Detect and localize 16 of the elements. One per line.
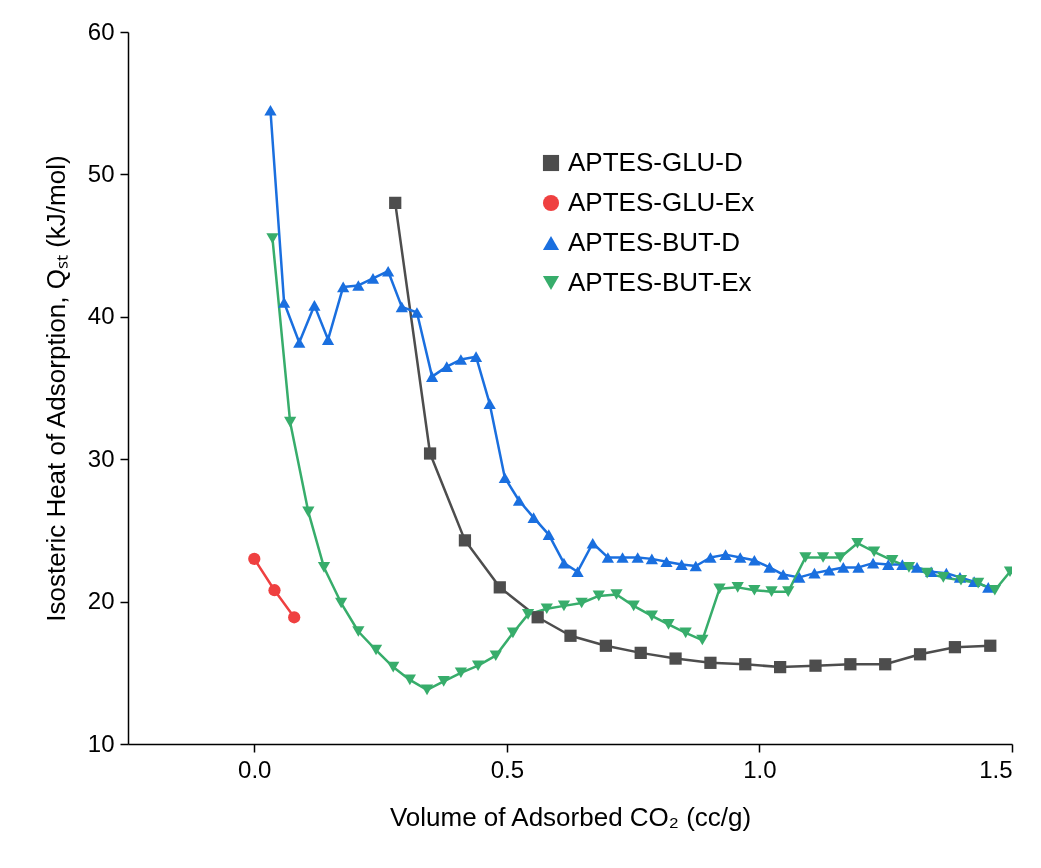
y-tick-label: 40 — [87, 302, 115, 330]
legend-label: APTES-GLU-Ex — [568, 187, 755, 217]
x-tick-label: 1.0 — [743, 755, 777, 783]
x-axis-title: Volume of Adsorbed CO₂ (cc/g) — [389, 801, 752, 832]
x-tick-label: 0.5 — [490, 755, 525, 783]
y-tick-label: 20 — [87, 587, 115, 615]
y-tick-label: 10 — [87, 729, 115, 757]
legend-label: APTES-GLU-D — [568, 147, 743, 177]
legend-label: APTES-BUT-D — [568, 227, 740, 257]
x-tick-label: 1.5 — [979, 755, 1013, 783]
y-tick-label: 50 — [87, 159, 115, 187]
y-tick-label: 30 — [87, 444, 115, 472]
x-tick-label: 0.0 — [238, 755, 272, 783]
legend-label: APTES-BUT-Ex — [568, 267, 752, 297]
y-axis-title: Isosteric Heat of Adsorption, Qₛₜ (kJ/mol) — [40, 155, 71, 622]
y-tick-label: 60 — [87, 17, 115, 45]
